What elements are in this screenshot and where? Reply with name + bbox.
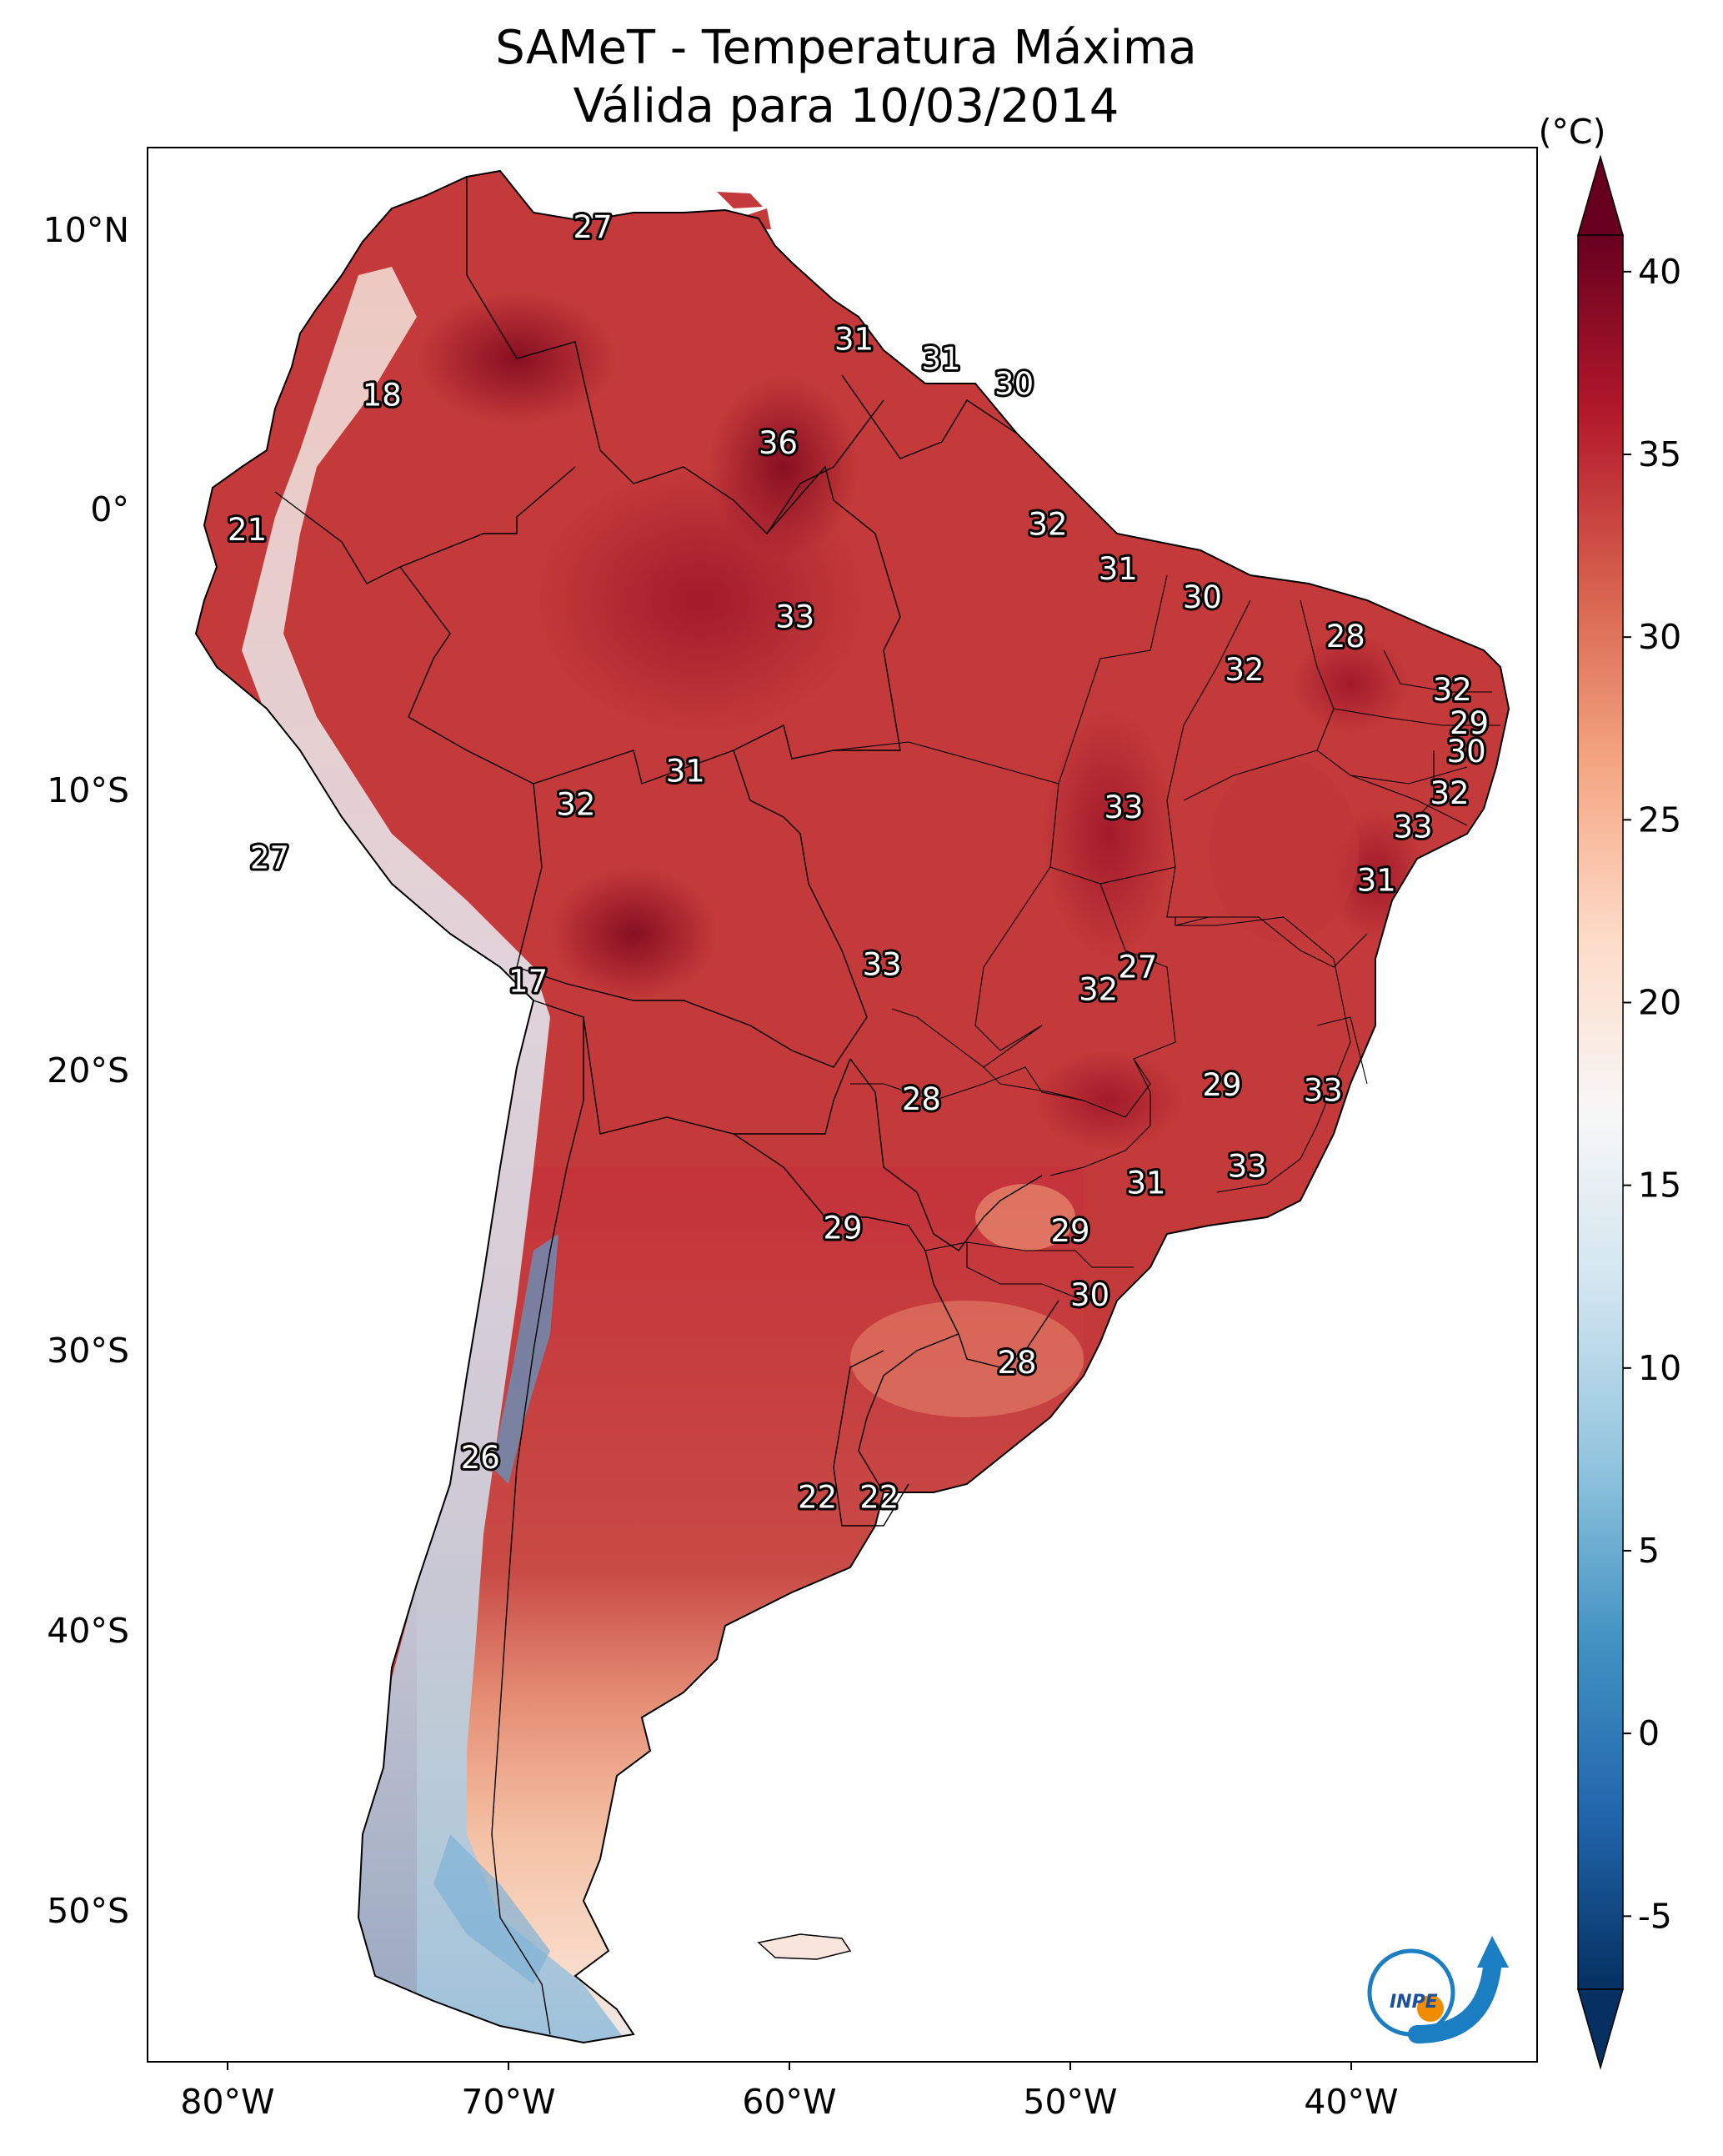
lat-tick-label: 10°S bbox=[47, 770, 129, 810]
temperature-label: 26 bbox=[461, 1440, 500, 1476]
temperature-label: 33 bbox=[1394, 810, 1433, 845]
temperature-label: 21 bbox=[228, 512, 267, 548]
temperature-label: 27 bbox=[573, 209, 613, 245]
country-borders bbox=[274, 177, 1059, 2035]
coastline bbox=[194, 169, 1510, 2044]
temperature-label: 33 bbox=[1304, 1073, 1343, 1109]
temperature-label: 28 bbox=[997, 1345, 1036, 1381]
colorbar-tick-label: -5 bbox=[1638, 1896, 1672, 1936]
temperature-label: 33 bbox=[863, 946, 902, 982]
lon-tick-label: 40°W bbox=[1304, 2082, 1398, 2122]
colorbar-scale bbox=[1577, 234, 1624, 1990]
colorbar-tick-label: 40 bbox=[1638, 252, 1681, 292]
temperature-label: 29 bbox=[823, 1211, 862, 1246]
temperature-label: 32 bbox=[556, 787, 595, 823]
colorbar-tick-label: 20 bbox=[1638, 983, 1681, 1023]
temperature-label: 30 bbox=[1447, 734, 1486, 770]
temperature-label: 31 bbox=[834, 321, 874, 357]
colorbar-tick-label: 0 bbox=[1638, 1713, 1660, 1753]
temperature-label: 30 bbox=[1070, 1277, 1109, 1313]
longitude-axis: 80°W 70°W 60°W 50°W 40°W bbox=[180, 2062, 1399, 2122]
temperature-label: 18 bbox=[363, 378, 402, 414]
temperature-label: 32 bbox=[1430, 775, 1469, 811]
temperature-label: 28 bbox=[1326, 619, 1365, 654]
colorbar: (°C) 40 35 30 25 20 15 10 5 0 -5 bbox=[1538, 112, 1681, 2070]
temperature-label: 33 bbox=[775, 599, 814, 634]
temperature-label: 36 bbox=[759, 425, 798, 461]
lat-tick-label: 10°N bbox=[43, 210, 129, 250]
temperature-label: 32 bbox=[1225, 652, 1264, 688]
colorbar-tick-label: 30 bbox=[1638, 617, 1681, 657]
temperature-label: 32 bbox=[1433, 672, 1472, 708]
temperature-label: 29 bbox=[1450, 705, 1489, 741]
temperature-label: 27 bbox=[250, 840, 289, 876]
temperature-label: 28 bbox=[902, 1081, 941, 1117]
colorbar-tick-label: 15 bbox=[1638, 1166, 1681, 1206]
inpe-logo: INPE bbox=[1367, 1936, 1509, 2043]
map-subtitle: Válida para 10/03/2014 bbox=[573, 79, 1119, 133]
temperature-label: 32 bbox=[1028, 506, 1067, 542]
temperature-label: 31 bbox=[1099, 551, 1138, 587]
temperature-label: 33 bbox=[1228, 1149, 1267, 1185]
temperature-label: 33 bbox=[1104, 790, 1143, 825]
colorbar-min-arrow bbox=[1577, 1988, 1624, 2070]
colorbar-tick-label: 5 bbox=[1638, 1531, 1660, 1571]
lat-tick-label: 20°S bbox=[47, 1050, 129, 1091]
temperature-label: 29 bbox=[1202, 1067, 1241, 1103]
colorbar-tick-label: 10 bbox=[1638, 1348, 1681, 1388]
colorbar-max-arrow bbox=[1577, 154, 1624, 236]
lat-tick-label: 50°S bbox=[47, 1891, 129, 1931]
inpe-logo-text: INPE bbox=[1390, 1992, 1438, 2013]
lon-tick-label: 50°W bbox=[1023, 2082, 1117, 2122]
temperature-label: 22 bbox=[798, 1479, 837, 1515]
lat-tick-label: 40°S bbox=[47, 1611, 129, 1651]
temperature-label: 31 bbox=[1357, 863, 1396, 899]
temperature-label: 31 bbox=[1126, 1166, 1165, 1201]
lon-tick-label: 80°W bbox=[180, 2082, 274, 2122]
state-borders bbox=[833, 574, 1500, 1301]
lat-tick-label: 0° bbox=[90, 489, 129, 529]
colorbar-unit: (°C) bbox=[1538, 112, 1605, 152]
lat-tick-label: 30°S bbox=[47, 1331, 129, 1371]
map-title: SAMeT - Temperatura Máxima bbox=[495, 21, 1197, 75]
lon-tick-label: 60°W bbox=[742, 2082, 836, 2122]
temperature-label: 31 bbox=[666, 753, 705, 789]
temperature-label: 32 bbox=[1079, 972, 1118, 1008]
colorbar-tick-label: 25 bbox=[1638, 800, 1681, 840]
latitude-axis: 10°N 0° 10°S 20°S 30°S 40°S 50°S bbox=[43, 210, 129, 1931]
temperature-label: 29 bbox=[1050, 1213, 1089, 1249]
temperature-label: 27 bbox=[1118, 950, 1157, 985]
temperature-label: 17 bbox=[508, 964, 548, 1000]
temperature-label: 30 bbox=[1183, 579, 1222, 615]
lon-tick-label: 70°W bbox=[461, 2082, 555, 2122]
temperature-label: 31 bbox=[921, 341, 960, 377]
temperature-label: 22 bbox=[859, 1479, 899, 1515]
temperature-label: 30 bbox=[994, 366, 1034, 402]
colorbar-tick-label: 35 bbox=[1638, 434, 1681, 474]
